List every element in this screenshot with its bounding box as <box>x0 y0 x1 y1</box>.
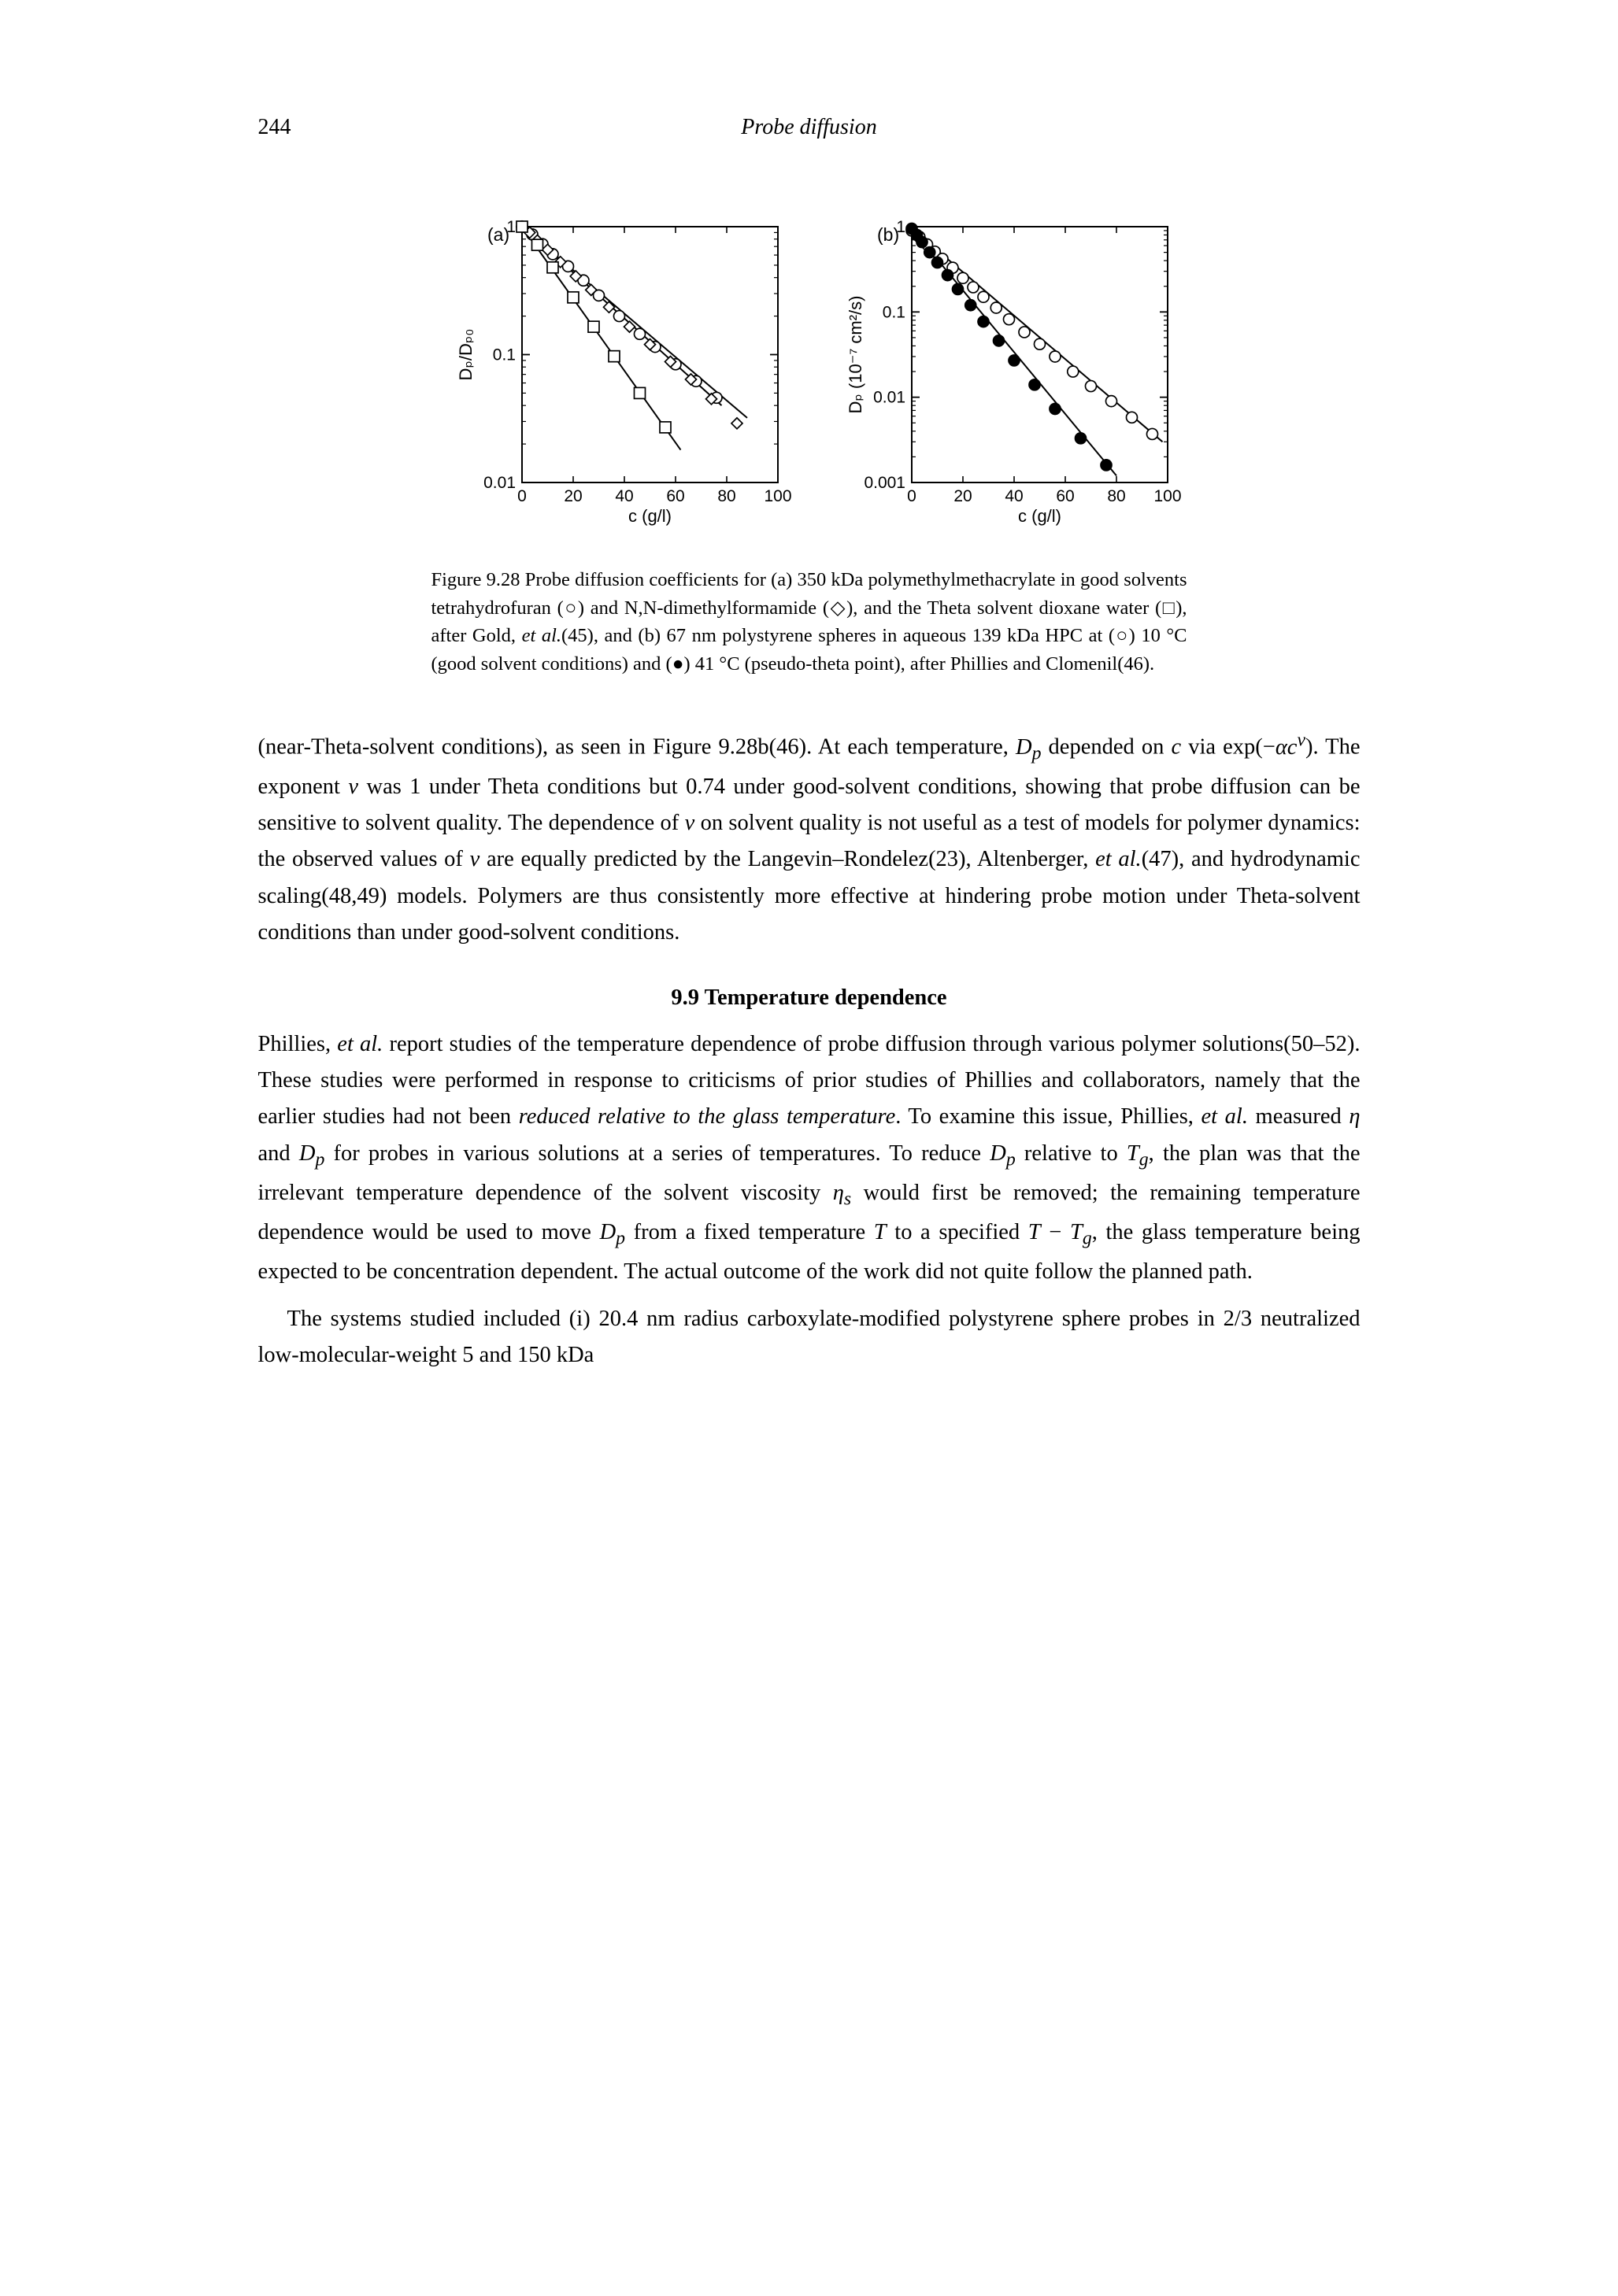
svg-text:40: 40 <box>1005 487 1023 505</box>
section-heading: 9.9 Temperature dependence <box>258 981 1361 1015</box>
body-paragraph-1: (near-Theta-solvent conditions), as seen… <box>258 725 1361 950</box>
figure-caption: Figure 9.28 Probe diffusion coefficients… <box>431 566 1187 678</box>
svg-text:0: 0 <box>517 487 527 505</box>
svg-text:0.1: 0.1 <box>882 304 905 322</box>
svg-text:Dₚ/Dₚ₀: Dₚ/Dₚ₀ <box>456 329 476 381</box>
svg-text:20: 20 <box>953 487 972 505</box>
svg-text:0.01: 0.01 <box>873 389 905 407</box>
svg-text:100: 100 <box>1153 487 1181 505</box>
svg-text:0.1: 0.1 <box>492 346 515 364</box>
svg-text:c (g/l): c (g/l) <box>628 506 672 526</box>
page-number: 244 <box>258 110 321 144</box>
svg-text:c (g/l): c (g/l) <box>1018 506 1061 526</box>
figure-9-28: 020406080100c (g/l)0.010.11Dₚ/Dₚ₀(a)0204… <box>420 183 1199 545</box>
svg-text:40: 40 <box>615 487 633 505</box>
svg-text:0: 0 <box>907 487 916 505</box>
svg-text:100: 100 <box>764 487 791 505</box>
svg-text:20: 20 <box>564 487 582 505</box>
svg-text:(a): (a) <box>487 224 509 245</box>
svg-text:Dₚ (10⁻⁷ cm²/s): Dₚ (10⁻⁷ cm²/s) <box>846 296 865 414</box>
svg-text:80: 80 <box>1107 487 1125 505</box>
caption-text: Probe diffusion coefficients for (a) 350… <box>431 569 1187 675</box>
running-title: Probe diffusion <box>321 110 1298 144</box>
svg-text:(b): (b) <box>877 224 899 245</box>
svg-text:80: 80 <box>717 487 735 505</box>
caption-prefix: Figure 9.28 <box>431 569 520 590</box>
svg-text:0.001: 0.001 <box>864 474 905 492</box>
page-header: 244 Probe diffusion <box>258 110 1361 144</box>
body-paragraph-3: The systems studied included (i) 20.4 nm… <box>258 1301 1361 1374</box>
svg-text:0.01: 0.01 <box>483 474 516 492</box>
svg-text:60: 60 <box>1056 487 1074 505</box>
svg-text:60: 60 <box>666 487 684 505</box>
body-paragraph-2: Phillies, et al. report studies of the t… <box>258 1026 1361 1290</box>
